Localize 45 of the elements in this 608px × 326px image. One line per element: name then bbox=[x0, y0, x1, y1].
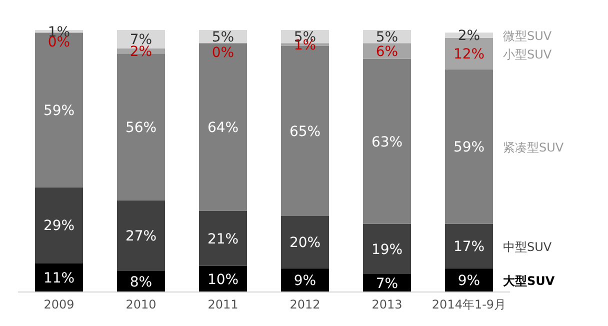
series-label: 大型SUV bbox=[503, 274, 556, 288]
bar bbox=[363, 224, 411, 274]
x-tick-label: 2013 bbox=[372, 298, 402, 312]
data-label: 63% bbox=[371, 134, 403, 150]
data-label: 59% bbox=[453, 140, 485, 156]
data-label: 9% bbox=[294, 273, 316, 290]
x-tick-label: 2010 bbox=[126, 298, 156, 312]
data-label: 12% bbox=[453, 46, 485, 63]
bar bbox=[199, 43, 247, 211]
data-label: 2% bbox=[458, 28, 480, 44]
series-label: 中型SUV bbox=[503, 240, 552, 254]
data-label: 5% bbox=[212, 30, 234, 46]
data-label: 7% bbox=[376, 276, 398, 292]
data-label: 19% bbox=[371, 242, 403, 258]
bar bbox=[445, 69, 493, 224]
data-label: 20% bbox=[289, 235, 321, 252]
data-label: 27% bbox=[125, 228, 157, 245]
data-label: 10% bbox=[207, 272, 239, 288]
data-label: 6% bbox=[376, 44, 398, 60]
x-tick-label: 2009 bbox=[44, 298, 74, 312]
data-label: 5% bbox=[376, 30, 398, 46]
data-label: 59% bbox=[43, 102, 75, 119]
data-label: 29% bbox=[43, 218, 75, 234]
data-label: 56% bbox=[125, 120, 157, 136]
data-label: 11% bbox=[43, 270, 75, 287]
bar bbox=[35, 187, 83, 264]
series-label: 微型SUV bbox=[503, 29, 552, 44]
x-tick-label: 2011 bbox=[208, 298, 238, 312]
x-tick-label: 2012 bbox=[290, 298, 320, 312]
data-label: 64% bbox=[207, 120, 239, 136]
data-label: 65% bbox=[289, 124, 321, 140]
bar bbox=[117, 200, 165, 272]
data-label: 8% bbox=[130, 274, 152, 291]
bar bbox=[281, 216, 329, 268]
bar bbox=[363, 58, 411, 224]
bar bbox=[199, 210, 247, 266]
data-label: 0% bbox=[212, 45, 234, 62]
x-tick-label: 2014年1-9月 bbox=[432, 298, 506, 312]
bar bbox=[35, 263, 83, 292]
series-label: 小型SUV bbox=[503, 48, 552, 62]
bar bbox=[445, 224, 493, 268]
data-label: 9% bbox=[458, 273, 480, 290]
data-label: 21% bbox=[207, 231, 239, 248]
data-label: 17% bbox=[453, 239, 485, 256]
series-label: 紧凑型SUV bbox=[503, 140, 564, 155]
